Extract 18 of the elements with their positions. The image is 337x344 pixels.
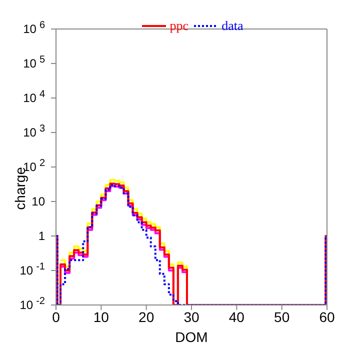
x-tick-label: 10	[93, 308, 110, 325]
x-tick-label: 20	[138, 308, 154, 325]
y-tick-label: 10$^{4}$	[23, 88, 46, 105]
x-tick-label: 0	[52, 308, 60, 325]
y-tick-label: 1	[38, 229, 46, 243]
x-tick-label: 30	[184, 308, 200, 325]
x-axis-title: DOM	[175, 329, 208, 344]
x-tick-label: 60	[319, 308, 335, 325]
y-tick-label: 10$^{-1}$	[20, 261, 46, 278]
x-tick-label: 50	[274, 308, 290, 325]
legend-label: ppc	[168, 18, 189, 34]
y-tick-label: 10$^{6}$	[23, 20, 46, 36]
legend-label: data	[220, 18, 244, 34]
y-tick-label: 10	[32, 194, 46, 208]
y-tick-label: 10$^{5}$	[23, 54, 46, 70]
x-tick-label: 40	[228, 308, 245, 325]
y-tick-label: 10$^{3}$	[23, 123, 46, 140]
y-tick-label: 10$^{-2}$	[20, 296, 46, 312]
